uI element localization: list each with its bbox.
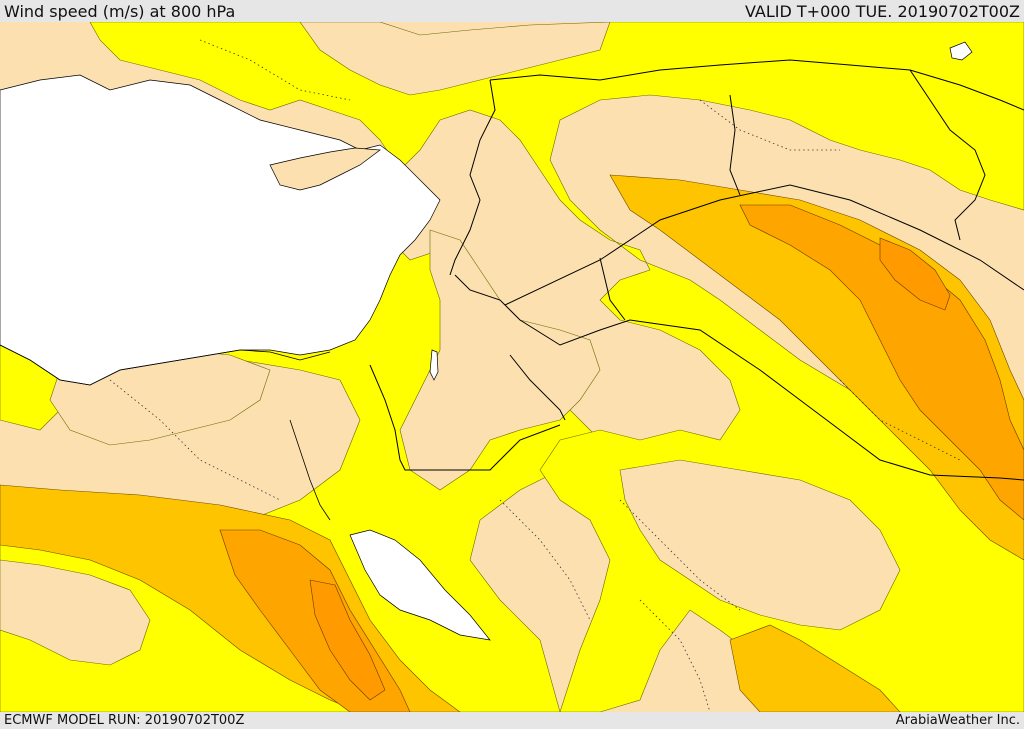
wind-band-amber-southeast bbox=[729, 624, 901, 712]
lake-van bbox=[949, 41, 973, 61]
footer-bar: ECMWF MODEL RUN: 20190702T00Z ArabiaWeat… bbox=[0, 712, 1024, 729]
valid-time: VALID T+000 TUE. 20190702T00Z bbox=[744, 2, 1020, 21]
model-run: ECMWF MODEL RUN: 20190702T00Z bbox=[4, 713, 245, 728]
wind-band-deep-orange-iraq bbox=[879, 237, 951, 311]
calm-land-pocket-saudi bbox=[619, 459, 901, 631]
map-title: Wind speed (m/s) at 800 hPa bbox=[4, 2, 236, 21]
wind-speed-map[interactable] bbox=[0, 22, 1024, 712]
cyprus bbox=[269, 147, 381, 191]
wind-band-deep-orange-redsea bbox=[309, 579, 386, 701]
country-borders bbox=[369, 59, 1024, 481]
credit: ArabiaWeather Inc. bbox=[895, 713, 1020, 728]
header-bar: Wind speed (m/s) at 800 hPa VALID T+000 … bbox=[0, 0, 1024, 22]
calm-land-pocket-southwest bbox=[0, 559, 151, 666]
red-sea-gulf bbox=[349, 529, 491, 641]
gulf-of-suez bbox=[289, 419, 331, 521]
admin-borders bbox=[109, 39, 961, 712]
calm-land-pocket-north bbox=[299, 22, 611, 96]
dead-sea bbox=[429, 349, 439, 381]
north-africa-coastline bbox=[0, 344, 331, 386]
